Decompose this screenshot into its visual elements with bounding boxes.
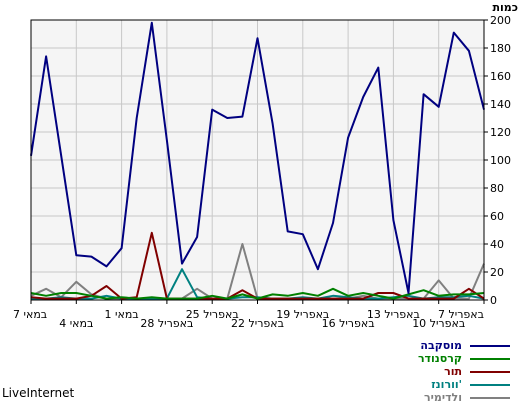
legend-label: קרסנודר (417, 352, 462, 365)
legend-swatch (470, 357, 510, 360)
y-tick-label: 160 (490, 70, 511, 83)
legend-label: תור (444, 365, 462, 378)
y-tick-label: 200 (490, 14, 511, 27)
x-tick-label: 10 באפריל (412, 317, 465, 330)
x-tick-label: 16 באפריל (322, 317, 375, 330)
y-axis-ticks: 0 20 40 60 80 100 120 140 160 180 200 (484, 14, 511, 307)
x-tick-label: 1 במאי (105, 308, 139, 321)
x-tick-label: 4 במאי (59, 317, 93, 330)
legend-swatch (470, 370, 510, 373)
y-tick-label: 140 (490, 98, 511, 111)
x-tick-label: 7 באפריל (438, 308, 484, 321)
y-tick-label: 40 (490, 238, 504, 251)
legend-label: מוסקבה (420, 339, 462, 352)
legend-item: וורונז' (431, 378, 510, 391)
y-tick-label: 80 (490, 182, 504, 195)
y-tick-label: 180 (490, 42, 511, 55)
x-tick-label: 19 באפריל (276, 308, 329, 321)
x-tick-label: 28 באפריל (140, 317, 193, 330)
x-tick-label: 25 באפריל (186, 308, 239, 321)
legend-item: תור (444, 365, 510, 378)
legend-label: וורונז' (431, 378, 462, 391)
y-tick-label: 100 (490, 154, 511, 167)
legend-item: קרסנודר (418, 352, 510, 365)
x-tick-label: 22 באפריל (231, 317, 284, 330)
series-line (31, 268, 485, 300)
x-tick-label: 13 באפריל (367, 308, 420, 321)
legend-swatch (470, 383, 510, 386)
legend-swatch (470, 344, 510, 347)
legend-item: מוסקבה (420, 339, 510, 352)
legend-item: ולדימיר (424, 391, 510, 404)
y-tick-label: 20 (490, 266, 504, 279)
x-tick-label: 7 במאי (13, 308, 47, 321)
y-tick-label: 120 (490, 126, 511, 139)
grid (31, 20, 484, 300)
y-tick-label: 60 (490, 210, 504, 223)
legend-swatch (470, 396, 510, 399)
liveinternet-brand: LiveInternet (2, 386, 75, 400)
series-layer (30, 21, 485, 300)
legend-label: ולדימיר (424, 391, 462, 404)
series-line (30, 287, 485, 300)
y-axis-label: כמות (493, 1, 518, 14)
y-tick-label: 0 (490, 294, 497, 307)
series-line (30, 21, 485, 294)
